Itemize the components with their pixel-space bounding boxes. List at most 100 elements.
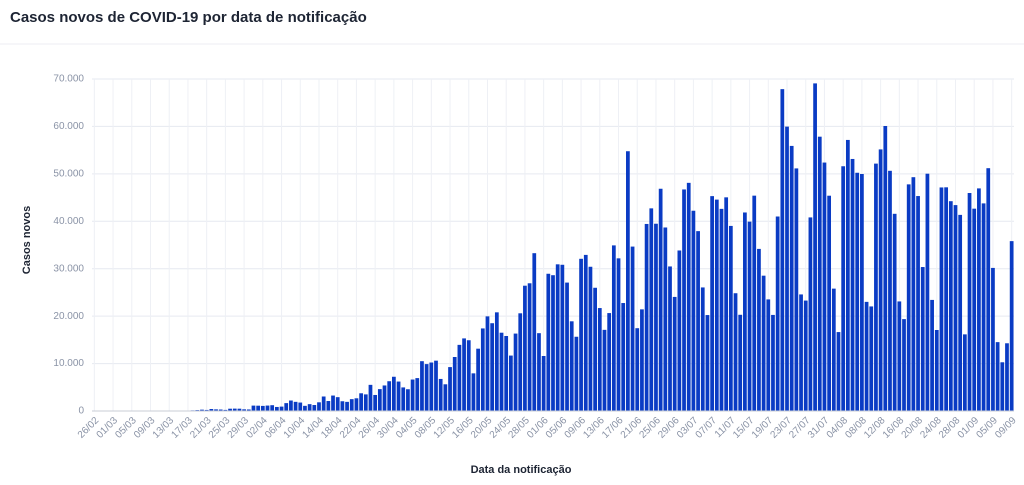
bar (242, 409, 246, 411)
bar (298, 402, 303, 411)
bar (218, 409, 223, 411)
bar (232, 408, 237, 411)
x-axis-label: Data da notificação (471, 464, 572, 476)
bar (920, 267, 925, 411)
bar (700, 287, 705, 411)
bar (494, 312, 499, 411)
bar (794, 168, 799, 411)
bar (874, 163, 878, 411)
bar (948, 201, 953, 411)
bar (307, 404, 312, 411)
bar (406, 389, 410, 411)
y-tick-label: 30.000 (53, 263, 84, 274)
bar (911, 177, 916, 411)
bar (611, 245, 616, 411)
bar (462, 338, 466, 411)
bar (850, 158, 855, 411)
bar (513, 333, 518, 411)
bar (902, 319, 906, 411)
bar (930, 299, 934, 411)
bar (710, 196, 714, 411)
bar (789, 145, 794, 411)
bar (382, 385, 387, 411)
bar (214, 409, 218, 411)
bar (452, 357, 457, 411)
bar (691, 210, 696, 411)
bar (995, 342, 1000, 411)
bar (944, 187, 949, 411)
bar (574, 336, 579, 411)
bar (827, 195, 832, 411)
bar (326, 401, 331, 411)
bar (888, 170, 892, 411)
y-tick-label: 20.000 (53, 311, 84, 322)
bar (654, 223, 658, 411)
bar (251, 405, 256, 411)
bar (602, 329, 607, 411)
bar (672, 296, 677, 411)
bar (991, 267, 995, 411)
bar (958, 214, 963, 411)
bar (869, 306, 874, 411)
bar (555, 264, 560, 411)
bar (719, 208, 724, 411)
bar (668, 266, 672, 411)
bar (312, 405, 317, 411)
bar (836, 332, 841, 411)
bar (724, 197, 729, 411)
bar (387, 381, 392, 411)
bar (434, 360, 438, 411)
bar (368, 384, 373, 411)
bar (340, 401, 345, 411)
bar (967, 193, 972, 411)
bar (284, 403, 289, 411)
bar (392, 376, 396, 411)
bar (321, 396, 326, 411)
bar (855, 172, 860, 411)
bar (476, 348, 480, 411)
bar (878, 149, 883, 411)
bar (860, 173, 864, 411)
bar (401, 387, 406, 411)
bar (780, 89, 785, 411)
bar (757, 248, 761, 411)
bar (279, 406, 284, 411)
bar (237, 408, 242, 411)
bar (752, 195, 757, 411)
bar (485, 316, 490, 411)
bar (256, 405, 261, 411)
bar (738, 314, 743, 411)
bar (640, 309, 644, 411)
bar (864, 301, 869, 411)
bar (785, 126, 789, 412)
bar (349, 399, 354, 411)
bar (841, 166, 846, 411)
bar (588, 266, 593, 411)
bar (953, 205, 958, 411)
bar (443, 384, 448, 411)
bar (448, 367, 452, 411)
bar (331, 395, 335, 411)
bar (518, 313, 523, 411)
bar (733, 293, 738, 411)
bar (490, 323, 495, 411)
bar (621, 303, 626, 411)
bar (200, 409, 204, 411)
bar (845, 139, 850, 412)
bar (616, 258, 621, 411)
bar (354, 398, 359, 411)
bar (705, 315, 710, 411)
bar (565, 282, 569, 411)
bar (541, 355, 546, 411)
bar (822, 162, 827, 411)
bar (630, 246, 635, 411)
bar (569, 321, 574, 411)
bar (228, 408, 232, 411)
bar (260, 405, 265, 411)
bar (396, 381, 401, 411)
bar (972, 208, 977, 411)
bar (808, 217, 813, 411)
bar (583, 254, 588, 411)
bar (537, 333, 541, 411)
bar (1009, 241, 1014, 411)
